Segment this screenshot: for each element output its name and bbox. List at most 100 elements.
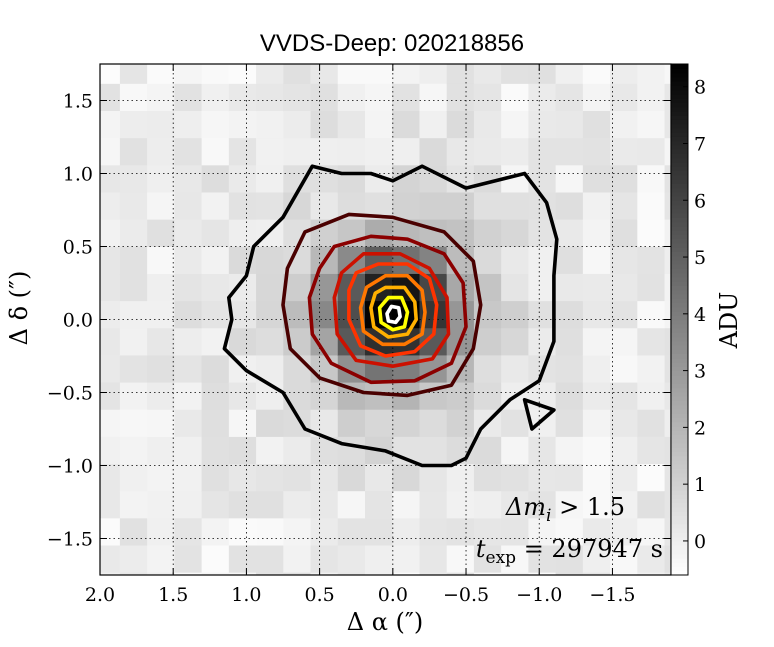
contour-level-2 (522, 397, 556, 431)
heatmap-pixel (473, 464, 502, 492)
colorbar-gradient-step (671, 153, 688, 159)
heatmap-pixel (174, 83, 203, 112)
heatmap-pixel (582, 382, 611, 411)
heatmap-pixel (120, 600, 148, 628)
heatmap-pixel (174, 355, 203, 384)
heatmap-pixel (283, 64, 312, 85)
x-tick-label: 1.5 (158, 584, 188, 606)
heatmap-pixel (582, 64, 611, 85)
heatmap-pixel (637, 518, 666, 547)
colorbar-gradient-step (671, 85, 688, 91)
delta-m-value: > 1.5 (551, 493, 625, 521)
colorbar-gradient-step (671, 64, 688, 69)
heatmap-pixel (283, 382, 312, 411)
colorbar-gradient-step (671, 455, 688, 461)
heatmap-pixel (100, 572, 121, 575)
heatmap-pixel (528, 572, 557, 575)
heatmap-pixel (555, 328, 584, 357)
heatmap-pixel (147, 355, 175, 384)
heatmap-pixel (528, 111, 557, 139)
heatmap-pixel (664, 436, 671, 465)
heatmap-pixel (528, 273, 557, 302)
colorbar-gradient-step (671, 225, 688, 231)
heatmap-pixel (610, 436, 638, 465)
heatmap-pixel (501, 355, 529, 384)
heatmap-pixel (100, 382, 121, 411)
heatmap-pixel (664, 355, 671, 384)
heatmap-pixel (256, 138, 284, 166)
heatmap-pixel (582, 491, 611, 519)
heatmap-pixel (337, 409, 366, 438)
heatmap-pixel (147, 219, 175, 248)
heatmap-pixel (582, 301, 611, 329)
x-axis-label: Δ α (″) (347, 608, 424, 636)
contour-level-8 (369, 285, 419, 339)
heatmap-pixel (365, 355, 393, 384)
heatmap-pixel (174, 328, 203, 357)
heatmap-pixel (582, 219, 611, 248)
heatmap-pixel (610, 328, 638, 357)
heatmap-pixel (664, 219, 671, 248)
heatmap-pixel (365, 246, 393, 275)
colorbar-gradient-step (671, 106, 688, 112)
heatmap-pixel (446, 219, 475, 248)
heatmap-pixel (283, 83, 312, 112)
colorbar-gradient-step (671, 408, 688, 414)
heatmap-pixel (201, 246, 230, 275)
colorbar-gradient-step (671, 400, 688, 406)
heatmap-pixel (310, 382, 339, 411)
colorbar-gradient-step (671, 119, 688, 125)
heatmap-pixel (637, 301, 666, 329)
heatmap-pixel (610, 138, 638, 166)
heatmap-pixel (446, 491, 475, 519)
heatmap-pixel (637, 464, 666, 492)
colorbar-gradient-step (671, 506, 688, 512)
grid-lines (100, 64, 671, 575)
heatmap-pixel (201, 436, 230, 465)
heatmap-pixel (446, 518, 475, 547)
heatmap-pixel (119, 572, 148, 575)
colorbar-gradient-step (671, 272, 688, 278)
texp-value: = 297947 s (516, 535, 663, 563)
heatmap-pixel (473, 138, 502, 166)
heatmap-pixel (555, 301, 584, 329)
heatmap-pixel (446, 572, 475, 575)
heatmap-pixel (610, 301, 638, 329)
heatmap-pixel (119, 382, 148, 411)
heatmap-pixel (392, 138, 421, 166)
heatmap-pixel (337, 464, 366, 492)
heatmap-pixel (664, 545, 671, 574)
heatmap-pixel (473, 572, 502, 575)
heatmap-pixel (419, 491, 448, 519)
heatmap-pixel (310, 138, 339, 166)
heatmap-pixel (501, 545, 529, 574)
heatmap-pixel (637, 572, 666, 575)
heatmap-pixel (610, 219, 638, 248)
heatmap-pixel (555, 355, 584, 384)
heatmap-pixel (664, 572, 671, 575)
heatmap-pixel (228, 328, 257, 357)
y-axis-label: Δ δ (″) (5, 271, 33, 346)
heatmap-pixel (392, 409, 421, 438)
heatmap-pixel (610, 545, 638, 574)
colorbar-gradient-step (671, 98, 688, 103)
heatmap-pixel (147, 409, 175, 438)
colorbar-gradient-step (671, 336, 688, 342)
colorbar-gradient-step (671, 234, 688, 240)
heatmap-pixel (228, 464, 257, 492)
heatmap-pixel (582, 138, 611, 166)
heatmap-pixel (365, 572, 393, 575)
heatmap-pixel (637, 165, 666, 194)
heatmap-pixel (555, 192, 584, 221)
heatmap-pixel (446, 83, 475, 112)
heatmap-pixel (201, 83, 230, 112)
colorbar-gradient-step (671, 498, 688, 504)
heatmap-pixel (310, 64, 339, 85)
colorbar-gradient-step (671, 213, 688, 218)
heatmap-pixel (228, 572, 257, 575)
heatmap-pixel (419, 409, 448, 438)
colorbar-gradient-step (671, 460, 688, 465)
colorbar-gradient-step (671, 532, 688, 538)
colorbar-gradient-step (671, 417, 688, 423)
colorbar-tick-label: 8 (694, 77, 706, 99)
